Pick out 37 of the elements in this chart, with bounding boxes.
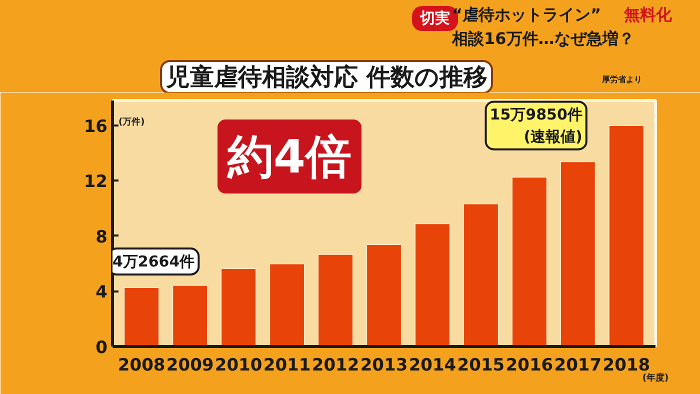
x-tick-label: 2009 bbox=[166, 356, 214, 376]
x-tick-label: 2016 bbox=[506, 356, 554, 376]
x-tick-label: 2013 bbox=[360, 356, 408, 376]
y-tick-label: 8 bbox=[96, 227, 108, 248]
chart-title: 児童虐待相談対応 件数の推移 bbox=[160, 60, 494, 94]
annotation: 15万9850件 (速報値) bbox=[490, 106, 582, 146]
bar bbox=[269, 263, 305, 346]
y-tick-label: 12 bbox=[84, 172, 108, 192]
x-tick-label: 2008 bbox=[118, 356, 166, 376]
y-axis-title: (万件) bbox=[118, 116, 145, 128]
y-tick-label: 4 bbox=[96, 282, 108, 303]
text: “虐待ホットライン” bbox=[452, 5, 602, 24]
annotation: 約4倍 bbox=[226, 130, 352, 184]
x-tick-label: 2012 bbox=[312, 356, 360, 376]
bar bbox=[318, 254, 354, 346]
x-tick-label: 2010 bbox=[214, 356, 262, 376]
text: 相談16万件…なぜ急増？ bbox=[452, 29, 634, 48]
x-tick-label: 2014 bbox=[408, 356, 456, 376]
y-tick-label: 0 bbox=[96, 338, 108, 358]
x-axis-title: (年度) bbox=[642, 372, 669, 384]
x-tick-label: 2011 bbox=[263, 356, 311, 376]
annotation: 4万2664件 bbox=[112, 252, 195, 270]
bar bbox=[560, 161, 596, 346]
bar bbox=[414, 223, 450, 346]
bar bbox=[463, 203, 499, 346]
bar bbox=[124, 286, 160, 346]
bar bbox=[366, 244, 402, 346]
x-tick-label: 2017 bbox=[554, 356, 602, 376]
text: 無料化 bbox=[624, 5, 672, 24]
bar bbox=[511, 176, 548, 346]
bar bbox=[608, 125, 644, 346]
text: 切実 bbox=[420, 9, 450, 27]
bar bbox=[220, 268, 257, 346]
bar bbox=[172, 284, 208, 346]
y-tick-label: 16 bbox=[84, 116, 108, 137]
text: 厚労省より bbox=[602, 75, 642, 85]
x-tick-label: 2015 bbox=[457, 356, 505, 376]
